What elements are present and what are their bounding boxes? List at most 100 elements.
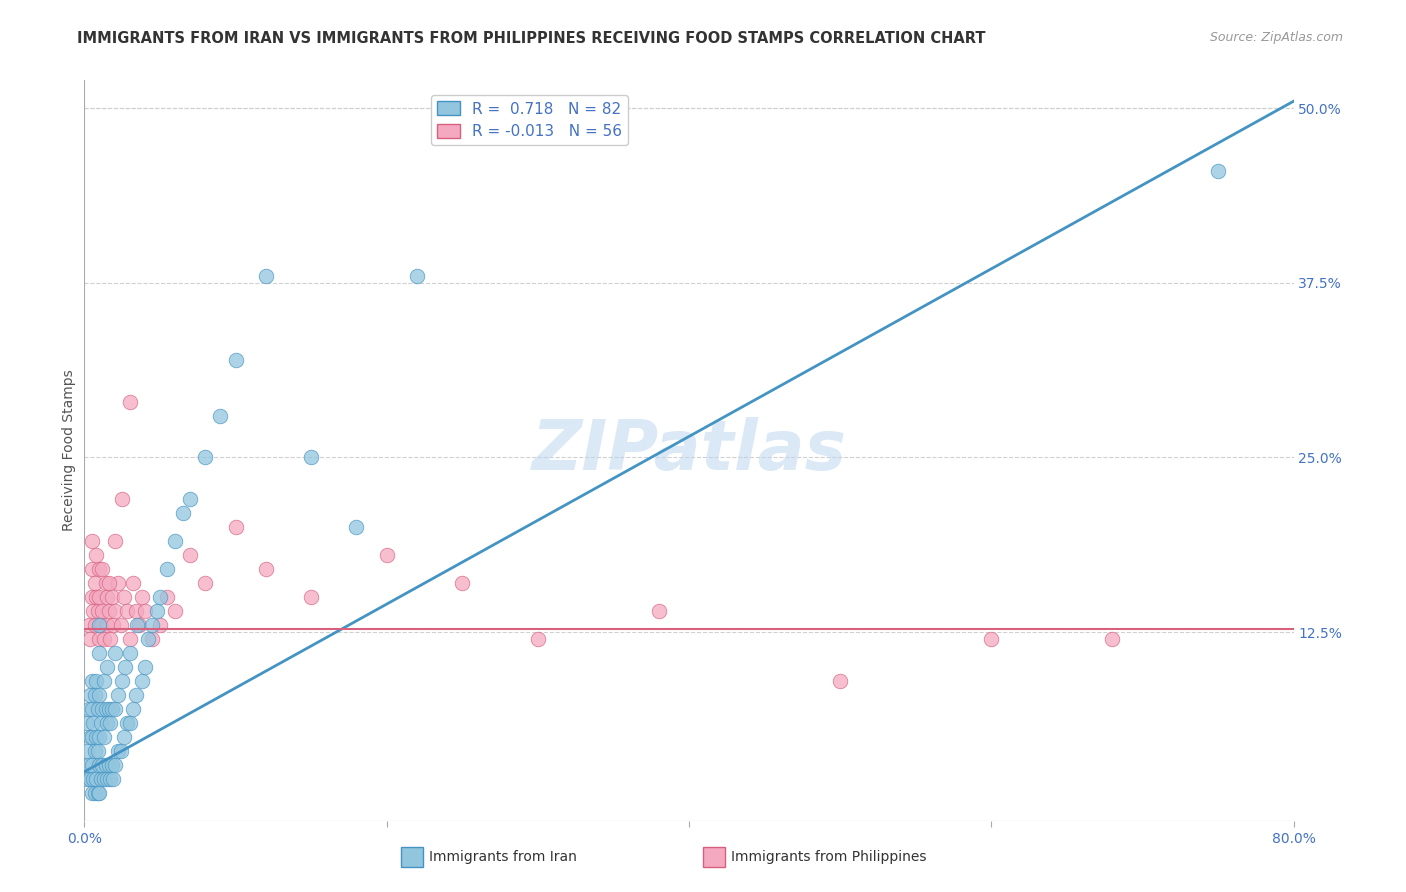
Point — [111, 673, 134, 688]
Point — [84, 744, 107, 758]
Point — [172, 506, 194, 520]
Point — [100, 702, 122, 716]
Point — [118, 646, 141, 660]
Point — [87, 702, 110, 716]
Point — [112, 730, 135, 744]
Point — [93, 673, 115, 688]
Point — [149, 590, 172, 604]
Point — [104, 702, 127, 716]
Point — [84, 786, 107, 800]
Point — [107, 688, 129, 702]
Point — [648, 604, 671, 618]
Point — [94, 702, 117, 716]
Point — [84, 688, 107, 702]
Point — [84, 576, 107, 591]
Point — [115, 715, 138, 730]
Point — [93, 730, 115, 744]
Point — [136, 632, 159, 646]
Point — [299, 590, 322, 604]
Point — [149, 618, 172, 632]
Point — [79, 688, 101, 702]
Point — [110, 618, 132, 632]
Point — [96, 618, 118, 632]
Point — [346, 520, 368, 534]
Point — [104, 646, 127, 660]
Text: Immigrants from Iran: Immigrants from Iran — [429, 850, 576, 864]
Point — [87, 604, 110, 618]
Point — [94, 576, 117, 591]
Point — [80, 673, 103, 688]
Point — [146, 604, 169, 618]
Point — [89, 632, 111, 646]
Point — [91, 702, 114, 716]
Point — [89, 786, 111, 800]
Point — [86, 548, 108, 562]
Point — [194, 450, 217, 465]
Point — [77, 757, 100, 772]
Point — [104, 534, 127, 549]
Point — [76, 715, 98, 730]
Text: ZIPatlas: ZIPatlas — [531, 417, 846, 484]
Point — [96, 590, 118, 604]
Y-axis label: Receiving Food Stamps: Receiving Food Stamps — [62, 369, 76, 532]
Point — [79, 632, 101, 646]
Point — [98, 632, 121, 646]
Point — [86, 772, 108, 786]
Point — [980, 632, 1002, 646]
Point — [254, 562, 277, 576]
Point — [299, 450, 322, 465]
Point — [82, 604, 104, 618]
Point — [165, 604, 187, 618]
Point — [84, 618, 107, 632]
Point — [131, 590, 153, 604]
Point — [225, 352, 247, 367]
Point — [76, 744, 98, 758]
Point — [80, 534, 103, 549]
Point — [131, 673, 153, 688]
Point — [98, 772, 121, 786]
Point — [101, 618, 124, 632]
Point — [80, 757, 103, 772]
Point — [115, 604, 138, 618]
Point — [97, 757, 120, 772]
Point — [156, 562, 179, 576]
Point — [86, 590, 108, 604]
Point — [89, 618, 111, 632]
Text: Immigrants from Philippines: Immigrants from Philippines — [731, 850, 927, 864]
Text: IMMIGRANTS FROM IRAN VS IMMIGRANTS FROM PHILIPPINES RECEIVING FOOD STAMPS CORREL: IMMIGRANTS FROM IRAN VS IMMIGRANTS FROM … — [77, 31, 986, 46]
Point — [527, 632, 550, 646]
Point — [225, 520, 247, 534]
Point — [125, 688, 148, 702]
Point — [111, 492, 134, 507]
Point — [94, 757, 117, 772]
Text: Source: ZipAtlas.com: Source: ZipAtlas.com — [1209, 31, 1343, 45]
Point — [90, 772, 112, 786]
Point — [114, 660, 136, 674]
Point — [87, 744, 110, 758]
Point — [121, 576, 143, 591]
Point — [89, 562, 111, 576]
Point — [77, 618, 100, 632]
Point — [165, 534, 187, 549]
Point — [156, 590, 179, 604]
Point — [97, 604, 120, 618]
Point — [121, 702, 143, 716]
Point — [79, 772, 101, 786]
Point — [118, 632, 141, 646]
Point — [134, 604, 156, 618]
Point — [1206, 164, 1229, 178]
Point — [80, 562, 103, 576]
Point — [89, 590, 111, 604]
Point — [93, 772, 115, 786]
Point — [1101, 632, 1123, 646]
Point — [91, 562, 114, 576]
Point — [406, 268, 429, 283]
Point — [128, 618, 150, 632]
Point — [112, 590, 135, 604]
Point — [80, 590, 103, 604]
Point — [830, 673, 852, 688]
Point — [118, 394, 141, 409]
Point — [110, 744, 132, 758]
Point — [100, 757, 122, 772]
Point — [179, 548, 201, 562]
